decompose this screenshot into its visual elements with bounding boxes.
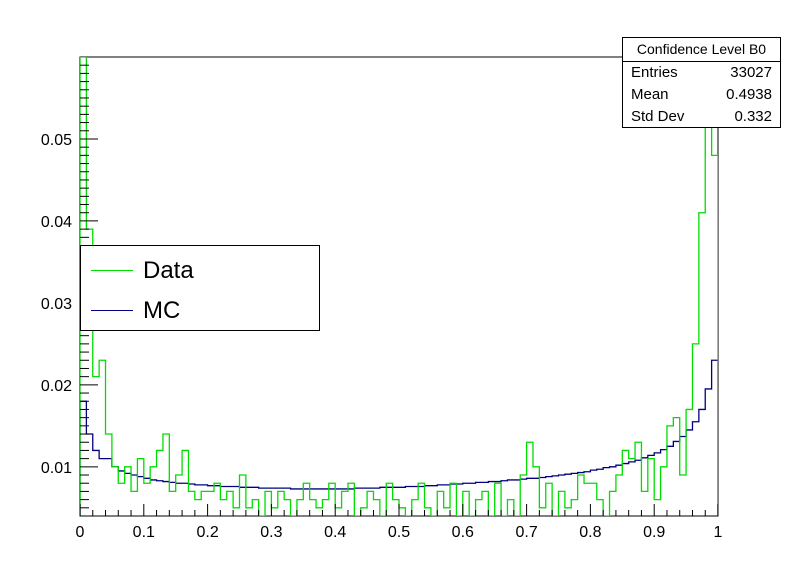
stats-key: Std Dev: [631, 108, 685, 125]
x-tick-label: 0: [76, 524, 85, 541]
stats-row-stddev: Std Dev 0.332: [623, 106, 780, 128]
axes-layer: 0 0.1 0.2 0.3 0.4 0.5 0.6 0.7 0.8 0.9 1 0.01 0.02 0.0…: [41, 64, 723, 541]
stats-row-mean: Mean 0.4938: [623, 84, 780, 106]
series-layer: [80, 57, 718, 516]
x-tick-label: 0.1: [133, 524, 155, 541]
y-tick-label: 0.03: [41, 296, 72, 313]
x-tick-label: 0.8: [579, 524, 601, 541]
x-tick-label: 0.6: [452, 524, 474, 541]
legend-entry-data: Data: [81, 250, 319, 290]
legend-label-mc: MC: [143, 297, 181, 324]
legend-entry-mc: MC: [81, 290, 319, 330]
series-line-data: [80, 57, 718, 516]
x-tick-label: 1: [714, 524, 723, 541]
x-tick-label: 0.4: [324, 524, 346, 541]
stats-value: 0.332: [734, 108, 772, 125]
stats-title: Confidence Level B0: [623, 38, 780, 62]
x-tick-label: 0.7: [515, 524, 537, 541]
legend-box: Data MC: [80, 245, 320, 331]
legend-label-data: Data: [143, 257, 194, 284]
stats-value: 33027: [730, 64, 772, 81]
x-tick-label: 0.9: [643, 524, 665, 541]
x-tick-label: 0.2: [196, 524, 218, 541]
stats-key: Entries: [631, 64, 678, 81]
y-tick-label: 0.04: [41, 214, 72, 231]
stats-box: Confidence Level B0 Entries 33027 Mean 0…: [622, 37, 781, 128]
stats-row-entries: Entries 33027: [623, 62, 780, 84]
series-line-mc: [80, 359, 718, 516]
legend-swatch-mc: [91, 310, 133, 311]
y-tick-label: 0.02: [41, 378, 72, 395]
stats-value: 0.4938: [726, 86, 772, 103]
x-tick-label: 0.5: [388, 524, 410, 541]
y-tick-label: 0.05: [41, 132, 72, 149]
legend-swatch-data: [91, 270, 133, 271]
stats-key: Mean: [631, 86, 669, 103]
x-tick-label: 0.3: [260, 524, 282, 541]
y-tick-label: 0.01: [41, 460, 72, 477]
